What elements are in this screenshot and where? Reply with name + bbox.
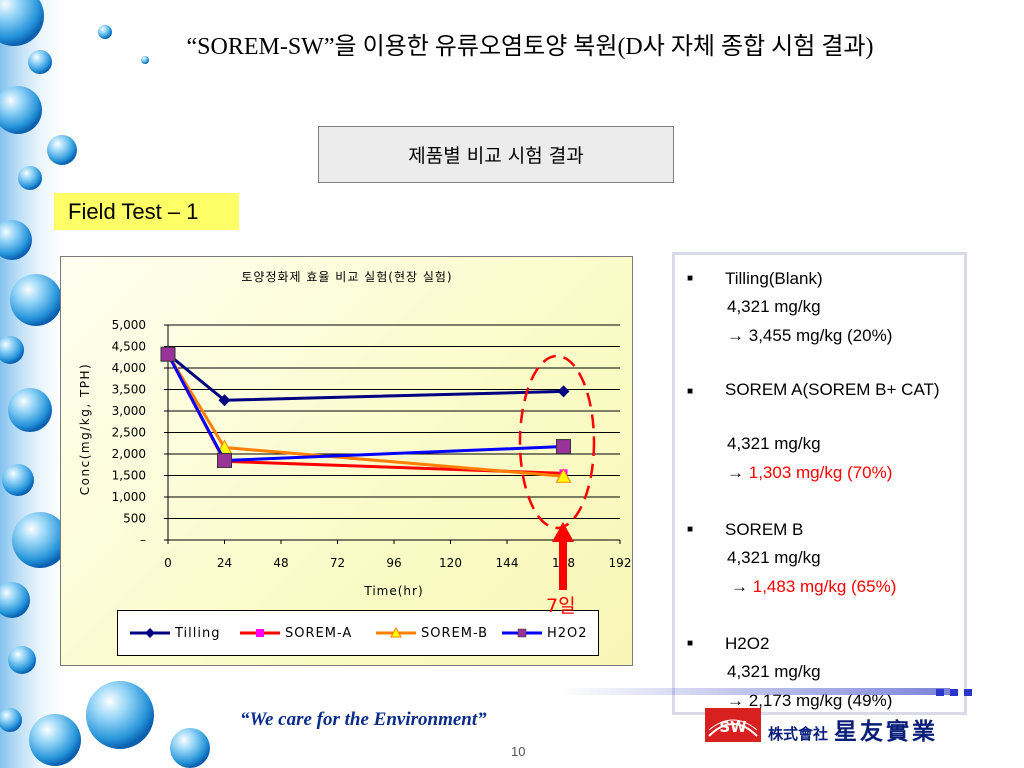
line-chart: 토양정화제 효율 비교 실험(현장 실험) Conc(mg/kg, TPH) T…: [78, 270, 632, 598]
chart-panel: 토양정화제 효율 비교 실험(현장 실험) Conc(mg/kg, TPH) T…: [60, 256, 633, 666]
legend-label-tilling: Tilling: [175, 625, 221, 641]
company-prefix: 株式會社: [768, 725, 829, 743]
y-tick-label: 1,500: [112, 469, 146, 483]
company-logo-icon: SW: [705, 708, 761, 742]
legend-label-sorem-b: SOREM-B: [421, 625, 489, 641]
x-tick-label: 192: [609, 556, 632, 570]
result-initial: 4,321 mg/kg: [727, 297, 821, 316]
chart-title: 토양정화제 효율 비교 실험(현장 실험): [241, 270, 452, 284]
x-tick-label: 144: [496, 556, 519, 570]
result-name: SOREM B: [725, 520, 804, 539]
y-tick-label: 1,000: [112, 490, 146, 504]
series-line-tilling: [167, 353, 564, 402]
field-test-label: Field Test – 1: [54, 193, 239, 230]
data-point-sorem-b: [555, 468, 572, 483]
page-number: 10: [511, 744, 526, 759]
x-tick-label: 120: [439, 556, 462, 570]
footer-stripe: [560, 688, 950, 695]
data-point-h2o2: [556, 439, 571, 455]
highlight-ellipse: [518, 354, 596, 530]
subtitle-box: 제품별 비교 시험 결과: [318, 126, 674, 183]
y-tick-label: 2,000: [112, 447, 146, 461]
result-initial: 4,321 mg/kg: [727, 662, 821, 681]
result-final-line: → 1,303 mg/kg (70%): [727, 459, 892, 487]
result-final-line: → 1,483 mg/kg (65%): [731, 573, 896, 601]
subtitle-text: 제품별 비교 시험 결과: [408, 145, 584, 167]
legend-marker-sorem-a: [240, 629, 280, 637]
series-line-h2o2: [166, 353, 564, 462]
legend-marker-h2o2: [502, 628, 542, 638]
bullet-icon: ■: [687, 386, 694, 397]
legend-item-sorem-a: SOREM-A: [238, 623, 352, 643]
chart-y-axis-label: Conc(mg/kg, TPH): [78, 363, 92, 495]
legend-marker-tilling: [130, 628, 170, 638]
legend-item-h2o2: H2O2: [500, 623, 588, 643]
result-panel: ■ Tilling(Blank) 4,321 mg/kg → 3,455 mg/…: [672, 252, 967, 715]
bullet-icon: ■: [687, 638, 694, 649]
legend-item-tilling: Tilling: [128, 623, 220, 643]
x-tick-label: 96: [386, 556, 401, 570]
y-tick-label: 4,500: [112, 340, 146, 354]
arrow-icon: →: [731, 577, 748, 596]
y-tick-label: 2,500: [112, 426, 146, 440]
result-final-line: → 2,173 mg/kg (49%): [727, 687, 892, 715]
result-final: 1,483 mg/kg (65%): [752, 577, 897, 596]
legend-item-sorem-b: SOREM-B: [374, 623, 488, 643]
result-initial: 4,321 mg/kg: [727, 434, 821, 453]
legend-label-h2o2: H2O2: [547, 625, 588, 641]
callout-arrow: [552, 522, 574, 590]
arrow-icon: →: [727, 463, 744, 482]
y-tick-label: –: [140, 533, 146, 547]
arrow-icon: →: [727, 326, 744, 345]
logo-text: SW: [719, 718, 747, 736]
x-tick-label: 72: [330, 556, 345, 570]
data-point-tilling: [218, 394, 231, 407]
result-initial: 4,321 mg/kg: [727, 548, 821, 567]
arrow-icon: →: [727, 691, 744, 710]
x-tick-label: 24: [217, 556, 232, 570]
company-title: 星友實業: [834, 718, 939, 745]
x-tick-label: 48: [273, 556, 288, 570]
y-tick-label: 500: [123, 512, 146, 526]
data-point-tilling: [557, 385, 570, 398]
result-final: 1,303 mg/kg (70%): [748, 463, 893, 482]
bullet-icon: ■: [687, 273, 694, 284]
result-name: SOREM A(SOREM B+ CAT): [725, 380, 940, 399]
x-tick-label: 0: [164, 556, 172, 570]
slogan: “We care for the Environment”: [240, 709, 487, 730]
legend-label-sorem-a: SOREM-A: [285, 625, 353, 641]
result-name: H2O2: [725, 634, 770, 653]
result-final: 2,173 mg/kg (49%): [748, 691, 893, 710]
company-name: 株式會社 星友實業: [768, 712, 938, 746]
y-tick-label: 5,000: [112, 318, 146, 332]
bullet-icon: ■: [687, 524, 694, 535]
y-tick-label: 3,500: [112, 383, 146, 397]
chart-legend: Tilling SOREM-A SOREM-B H2O2: [117, 610, 599, 656]
result-name: Tilling(Blank): [725, 269, 823, 288]
y-tick-label: 4,000: [112, 361, 146, 375]
slide-title: “SOREM-SW”을 이용한 유류오염토양 복원(D사 자체 종합 시험 결과…: [186, 34, 874, 60]
legend-marker-sorem-b: [376, 627, 416, 638]
callout-label-7days: 7일: [546, 595, 576, 617]
footer-dots: [936, 689, 972, 696]
chart-axes: – 500 1,000 1,500 2,000 2,500 3,000 3,500 4,000 4…: [112, 318, 632, 570]
data-point-h2o2: [217, 452, 232, 468]
y-tick-label: 3,000: [112, 404, 146, 418]
result-final-line: → 3,455 mg/kg (20%): [727, 322, 892, 350]
result-final: 3,455 mg/kg (20%): [748, 326, 893, 345]
chart-x-axis-label: Time(hr): [363, 584, 423, 598]
chart-series: [160, 346, 572, 483]
data-point-h2o2: [160, 346, 176, 362]
chart-gridlines: [168, 324, 620, 519]
